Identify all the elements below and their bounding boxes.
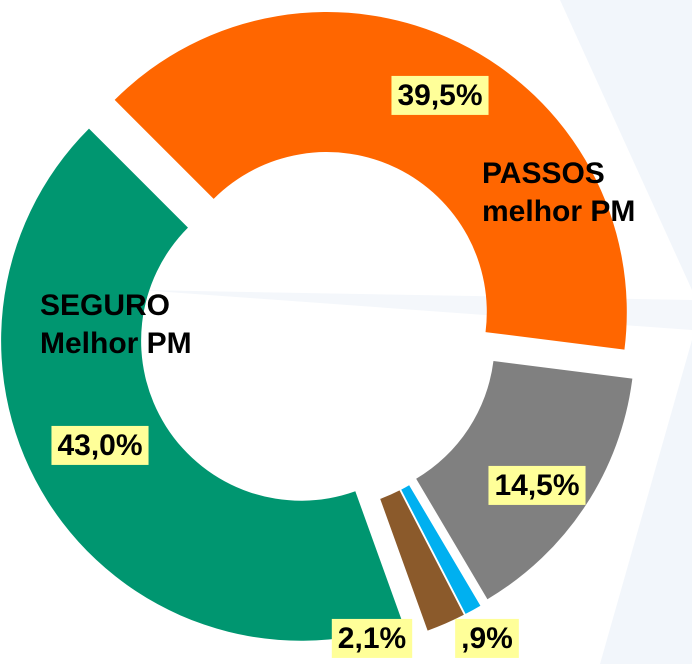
donut-slice <box>1 128 403 641</box>
data-label: ,9% <box>461 622 513 655</box>
label-background <box>51 425 149 465</box>
donut-slice <box>380 490 464 631</box>
donut-slice <box>401 485 481 614</box>
background-ray <box>560 0 692 290</box>
data-label: 14,5% <box>494 469 579 502</box>
donut-slice <box>114 12 627 350</box>
data-label: 43,0% <box>57 429 142 462</box>
label-background <box>488 465 586 505</box>
background-ray <box>600 340 692 664</box>
data-label: 2,1% <box>338 622 406 655</box>
label-background <box>391 75 489 115</box>
category-label: SEGURO Melhor PM <box>40 289 192 360</box>
data-label: 39,5% <box>397 79 482 112</box>
label-background <box>455 618 519 658</box>
category-label: PASSOS melhor PM <box>482 157 636 228</box>
label-background <box>331 618 413 658</box>
